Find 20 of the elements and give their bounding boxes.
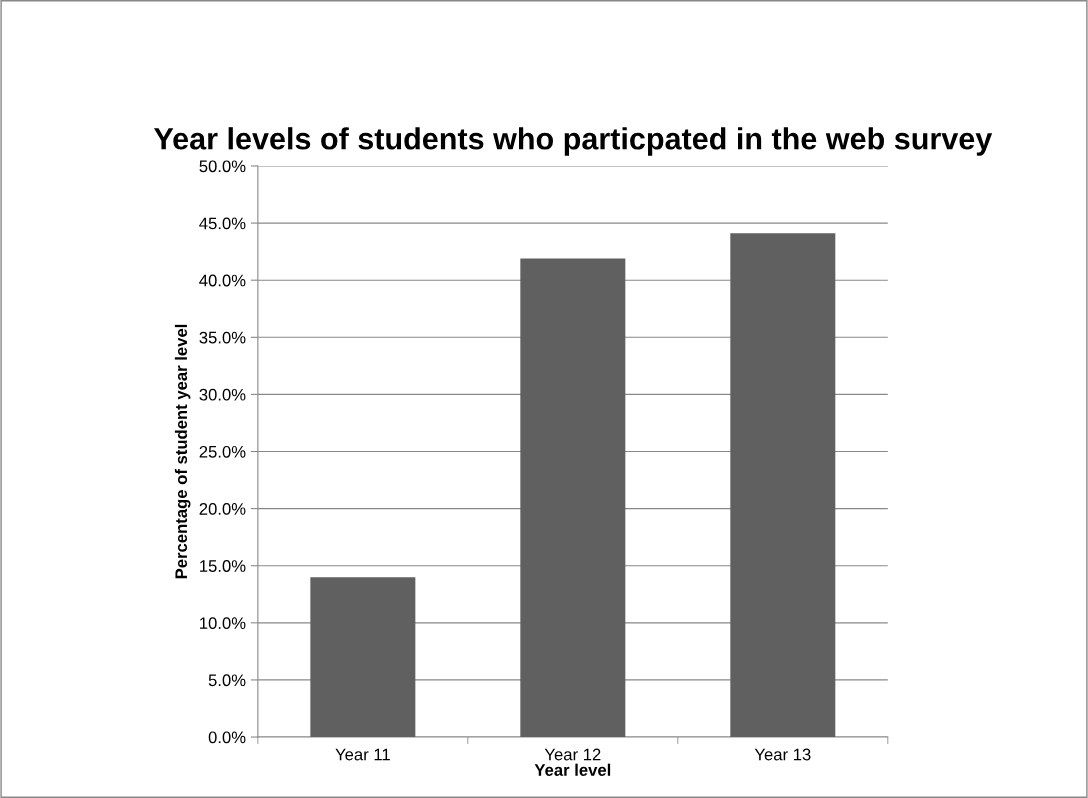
bar [310,577,416,738]
y-tick-label: 40.0% [199,274,246,287]
bar [730,233,836,738]
chart-title: Year levels of students who particpated in the web survey [153,127,993,156]
y-tick-label: 20.0% [199,503,246,515]
x-tick-label: Year 11 [335,748,390,761]
y-axis-title: Percentage of student year level [174,324,191,579]
y-tick-label: 0.0% [208,731,246,744]
y-tick-label: 30.0% [199,388,246,401]
y-tick-label: 45.0% [199,217,246,230]
y-tick-label: 5.0% [208,674,246,687]
y-tick-label: 35.0% [199,331,246,344]
x-axis-title: Year level [534,763,611,776]
x-tick-label: Year 12 [544,748,601,761]
bar [520,258,626,738]
y-tick-label: 25.0% [199,445,246,458]
y-tick-label: 50.0% [199,160,246,173]
y-tick-label: 10.0% [200,617,246,630]
y-tick-label: 15.0% [200,560,246,572]
x-tick-label: Year 13 [754,748,811,761]
